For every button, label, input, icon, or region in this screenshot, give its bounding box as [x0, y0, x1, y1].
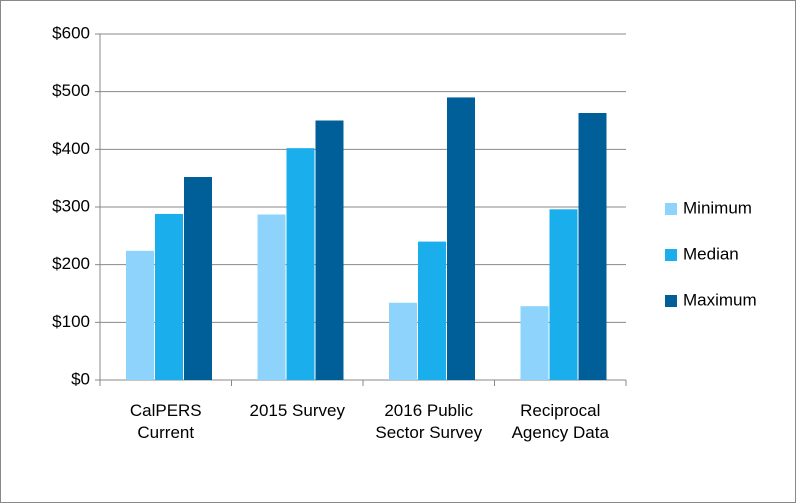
x-tick-label: 2015 Survey: [249, 401, 345, 420]
bar: [315, 120, 344, 380]
legend-label: Maximum: [683, 290, 757, 309]
legend-label: Median: [683, 244, 739, 263]
bar: [578, 113, 607, 381]
legend-swatch: [665, 295, 677, 307]
y-tick-label: $600: [52, 23, 90, 42]
x-tick-label: 2016 Public Sector Survey: [375, 401, 483, 442]
bar: [549, 209, 578, 380]
bar: [184, 177, 212, 380]
bar: [447, 97, 475, 380]
y-tick-label: $500: [52, 81, 90, 100]
x-tick-label: Reciprocal Agency Data: [511, 401, 609, 442]
y-tick-label: $100: [52, 312, 90, 331]
bar: [286, 148, 315, 380]
y-tick-label: $0: [71, 369, 90, 388]
y-tick-label: $200: [52, 254, 90, 273]
legend-label: Minimum: [683, 198, 752, 217]
bar: [257, 214, 286, 380]
bar: [520, 306, 549, 380]
y-tick-label: $300: [52, 196, 90, 215]
bar: [389, 302, 417, 380]
bar: [126, 250, 154, 380]
legend-swatch: [665, 203, 677, 215]
x-tick-label: CalPERS Current: [129, 401, 202, 442]
bar: [418, 241, 446, 380]
y-tick-label: $400: [52, 139, 90, 158]
bar: [155, 213, 183, 380]
legend-swatch: [665, 249, 677, 261]
